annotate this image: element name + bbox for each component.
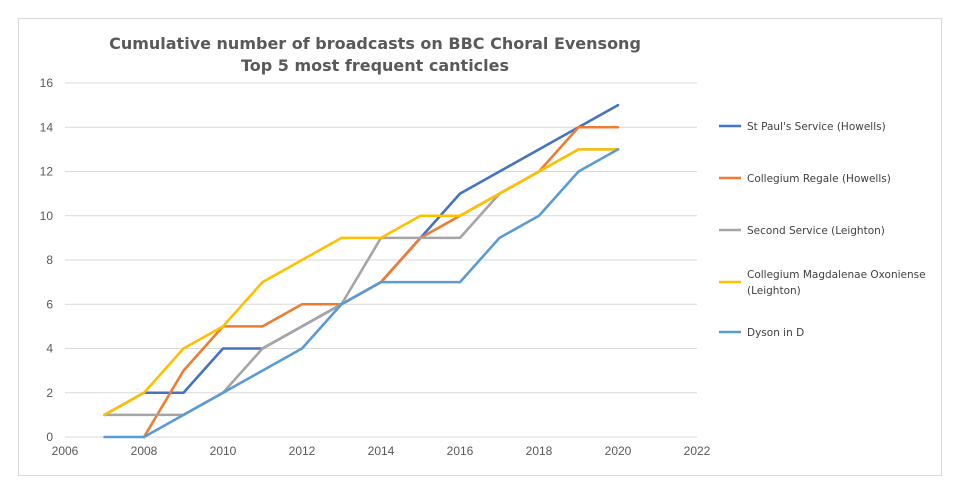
legend-label-1: St Paul's Service (Howells) — [747, 121, 886, 133]
chart-title: Cumulative number of broadcasts on BBC C… — [109, 34, 641, 53]
y-tick-label: 16 — [40, 76, 54, 90]
chart-area: Cumulative number of broadcasts on BBC C… — [18, 18, 942, 476]
legend-label-4: Collegium Magdalenae Oxoniense (Leighton) — [747, 269, 926, 297]
y-tick-label: 8 — [46, 253, 53, 267]
y-tick-label: 2 — [46, 386, 53, 400]
x-tick-label: 2020 — [605, 444, 632, 458]
x-tick-label: 2016 — [447, 444, 474, 458]
y-axis-ticks: 0 2 4 6 8 10 12 14 16 — [40, 76, 54, 444]
line-chart: Cumulative number of broadcasts on BBC C… — [40, 34, 926, 458]
series-lines — [103, 103, 620, 439]
x-tick-label: 2022 — [684, 444, 711, 458]
x-tick-label: 2008 — [131, 444, 158, 458]
x-tick-label: 2018 — [526, 444, 553, 458]
x-tick-label: 2006 — [52, 444, 79, 458]
legend-label-line: Dyson in D — [747, 327, 804, 339]
y-tick-label: 0 — [46, 430, 53, 444]
legend-label-line: (Leighton) — [747, 285, 801, 297]
y-tick-label: 4 — [46, 342, 53, 356]
legend-label-line: Second Service (Leighton) — [747, 225, 885, 237]
y-tick-label: 6 — [46, 297, 53, 311]
legend-label-3: Second Service (Leighton) — [747, 225, 885, 237]
y-tick-label: 14 — [40, 120, 54, 134]
y-tick-label: 12 — [40, 165, 54, 179]
gridlines — [65, 82, 697, 438]
series-line-5 — [103, 148, 620, 439]
legend: St Paul's Service (Howells) Collegium Reg… — [719, 121, 926, 339]
x-axis-ticks: 2006 2008 2010 2012 2014 2016 2018 2020 2022 — [52, 444, 711, 458]
x-tick-label: 2010 — [210, 444, 237, 458]
y-tick-label: 10 — [40, 209, 54, 223]
legend-label-line: St Paul's Service (Howells) — [747, 121, 886, 133]
legend-label-5: Dyson in D — [747, 327, 804, 339]
series-line-4 — [103, 148, 620, 417]
x-tick-label: 2014 — [368, 444, 395, 458]
legend-label-2: Collegium Regale (Howells) — [747, 173, 891, 185]
legend-label-line: Collegium Regale (Howells) — [747, 173, 891, 185]
legend-label-line: Collegium Magdalenae Oxoniense — [747, 269, 926, 281]
chart-subtitle: Top 5 most frequent canticles — [241, 56, 509, 75]
x-tick-label: 2012 — [289, 444, 316, 458]
